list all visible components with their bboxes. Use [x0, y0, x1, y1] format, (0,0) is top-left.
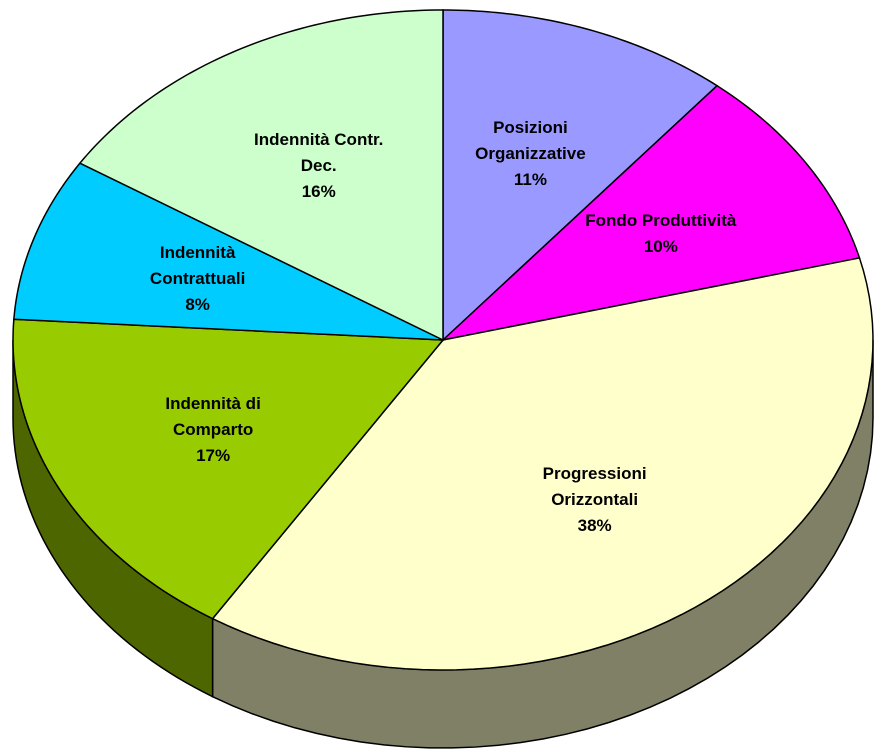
slice-label: Progressioni Orizzontali 38% [515, 461, 675, 539]
slice [78, 9, 444, 342]
slice-name: Indennità Contr. Dec. [254, 130, 384, 176]
slice-value: 16% [301, 182, 336, 202]
slice-value: 38% [577, 516, 612, 536]
slice-value: 10% [643, 236, 678, 256]
slice-label: Fondo Produttività 10% [581, 208, 741, 260]
slice-label: Posizioni Organizzative 11% [450, 115, 610, 193]
slice-name: Indennità di Comparto [165, 393, 261, 439]
slice-label: Indennità Contrattuali 8% [118, 240, 278, 318]
slice [13, 162, 444, 341]
slice [442, 9, 719, 342]
slice-name: Posizioni Organizzative [475, 117, 586, 163]
slice [440, 84, 861, 342]
slice-label: Indennità di Comparto 17% [133, 391, 293, 469]
slice [12, 318, 445, 620]
slice-label: Indennità Contr. Dec. 16% [239, 127, 399, 205]
slice-name: Fondo Produttività [585, 210, 737, 230]
slice-value: 17% [196, 445, 231, 465]
slice-value: 8% [185, 294, 210, 314]
slice-name: Indennità Contrattuali [149, 242, 246, 288]
slice-value: 11% [513, 169, 547, 189]
slice-name: Progressioni Orizzontali [542, 464, 647, 510]
slice [211, 257, 874, 671]
